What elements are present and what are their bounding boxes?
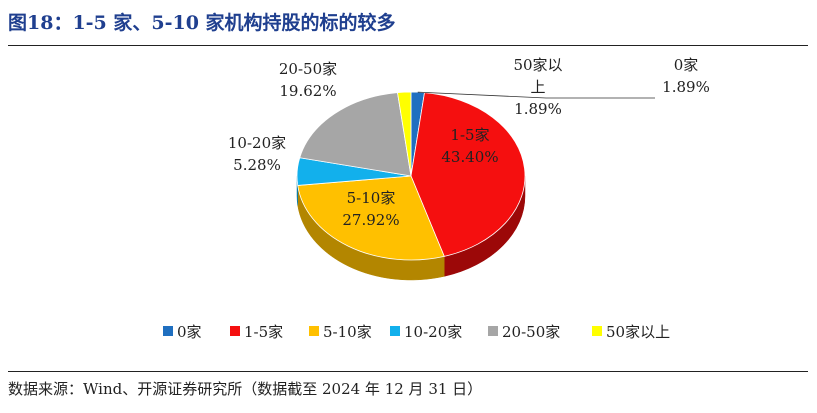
- top-rule: [8, 45, 808, 46]
- legend-swatch-20-50jia: [488, 326, 498, 336]
- data-label-value-20-50jia: 19.62%: [279, 82, 336, 100]
- pie-slice-5-10jia: [297, 175, 445, 261]
- legend-swatch-0jia: [163, 326, 173, 336]
- data-label-value-10-20jia: 5.28%: [233, 156, 281, 174]
- legend-label-5-10jia: 5-10家: [323, 323, 372, 341]
- legend-swatch-50jiaplus: [592, 326, 602, 336]
- leader-line-0jia: [417, 91, 655, 99]
- pie-labels: 0家 1.89% 1-5家 43.40% 5-10家 27.92% 10-20家 5.28% 2…: [228, 56, 710, 229]
- legend-label-0jia: 0家: [177, 323, 202, 341]
- data-label-category-5-10jia: 5-10家: [347, 189, 396, 207]
- pie-tops: [296, 91, 526, 261]
- legend-label-1-5jia: 1-5家: [244, 323, 283, 341]
- data-label-category-50jiaplus: 50家以: [513, 56, 562, 74]
- pie-chart: 0家 1.89% 1-5家 43.40% 5-10家 27.92% 10-20家 5.28% 2…: [163, 56, 710, 341]
- legend-swatch-5-10jia: [309, 326, 319, 336]
- data-label-value-5-10jia: 27.92%: [342, 211, 399, 229]
- data-label-category-50jiaplus: 上: [530, 78, 545, 96]
- data-label-value-50jiaplus: 1.89%: [514, 100, 562, 118]
- bottom-rule: [8, 371, 808, 372]
- pie-slice-20-50jia: [299, 92, 412, 177]
- source-note: 数据来源：Wind、开源证券研究所（数据截至 2024 年 12 月 31 日）: [8, 380, 483, 398]
- legend-swatch-10-20jia: [390, 326, 400, 336]
- data-label-category-20-50jia: 20-50家: [279, 60, 337, 78]
- data-label-category-1-5jia: 1-5家: [450, 126, 489, 144]
- data-label-category-0jia: 0家: [674, 56, 699, 74]
- pie-leaders: [417, 91, 655, 99]
- pie-slice-50jiaplus: [397, 91, 412, 177]
- pie-slice-1-5jia: [410, 92, 526, 257]
- legend-swatch-1-5jia: [230, 326, 240, 336]
- legend-label-50jiaplus: 50家以上: [606, 323, 670, 341]
- legend-label-10-20jia: 10-20家: [404, 323, 462, 341]
- data-label-category-10-20jia: 10-20家: [228, 134, 286, 152]
- chart-legend: 0家 1-5家 5-10家 10-20家 20-50家 50家以上: [163, 323, 670, 341]
- data-label-value-1-5jia: 43.40%: [441, 148, 498, 166]
- chart-title: 图18：1-5 家、5-10 家机构持股的标的较多: [8, 12, 396, 34]
- data-label-value-0jia: 1.89%: [662, 78, 710, 96]
- legend-label-20-50jia: 20-50家: [502, 323, 560, 341]
